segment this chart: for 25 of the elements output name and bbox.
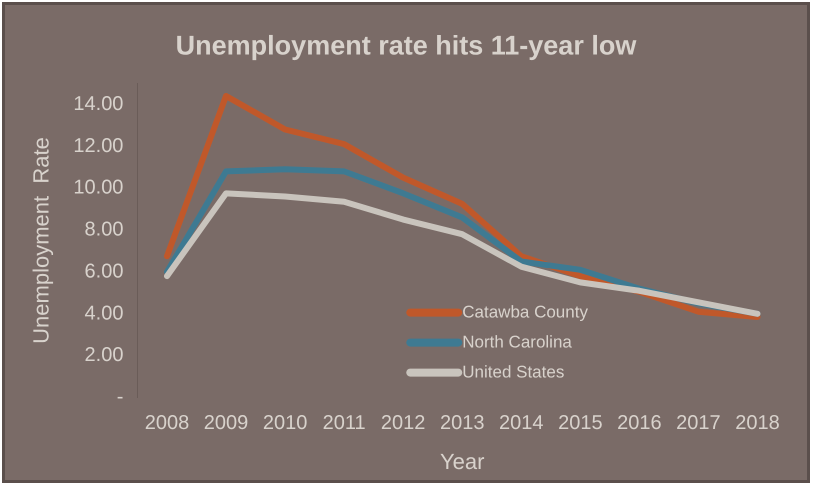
x-tick-label: 2017 (676, 412, 721, 434)
x-tick-label: 2011 (322, 412, 366, 434)
x-axis-title: Year (440, 448, 484, 474)
y-tick-label: 12.00 (73, 134, 124, 157)
x-tick-label: 2012 (380, 412, 426, 434)
x-tick-label: 2016 (617, 412, 662, 434)
y-tick-label: 10.00 (73, 176, 124, 199)
legend-label: North Carolina (462, 332, 572, 352)
chart-title: Unemployment rate hits 11-year low (176, 30, 638, 61)
y-tick-label: 2.00 (84, 344, 124, 366)
x-tick-label: 2009 (204, 412, 248, 434)
x-tick-label: 2008 (144, 412, 190, 434)
legend-label: Catawba County (462, 302, 588, 322)
y-tick-label: 8.00 (84, 218, 124, 241)
legend-label: United States (462, 362, 564, 382)
x-tick-label: 2018 (735, 412, 780, 434)
x-tick-label: 2014 (499, 412, 544, 434)
y-tick-label: - (116, 386, 124, 408)
y-tick-label: 4.00 (84, 302, 124, 324)
y-tick-label: 14.00 (73, 92, 124, 115)
y-tick-label: 6.00 (84, 260, 124, 282)
x-tick-label: 2010 (262, 412, 308, 434)
x-tick-label: 2013 (440, 412, 484, 434)
x-tick-label: 2015 (558, 412, 603, 434)
y-axis-title: Unemployment Rate (28, 137, 54, 344)
